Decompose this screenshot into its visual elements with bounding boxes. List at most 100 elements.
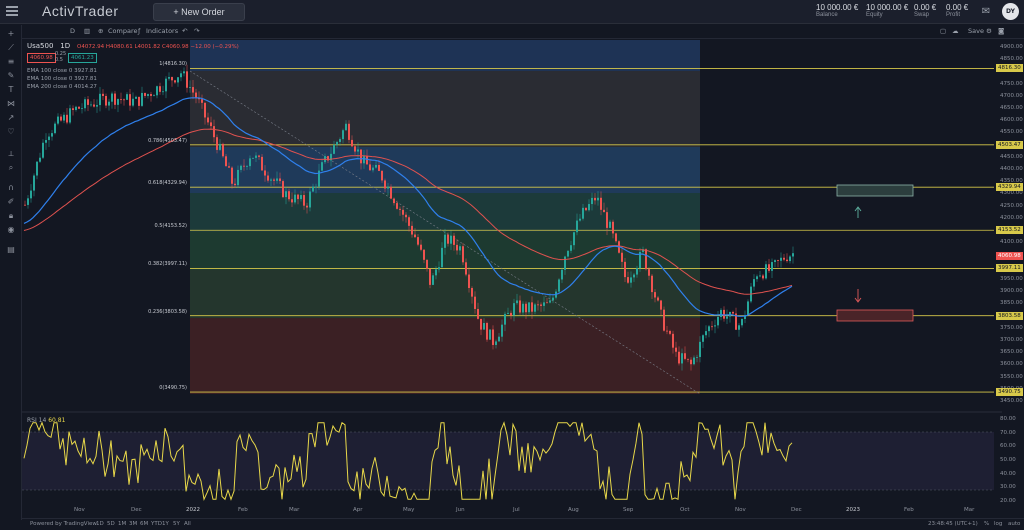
candle-body: [237, 169, 239, 186]
sell-price-button[interactable]: 4060.98: [27, 53, 56, 63]
candle-body: [639, 251, 641, 269]
candle-body: [558, 279, 560, 292]
candle-body: [93, 104, 95, 107]
candle-body: [96, 105, 98, 107]
percent-scale[interactable]: %: [984, 521, 990, 527]
equity-stat: 10 000.00 € Equity: [866, 3, 909, 18]
target-box-down[interactable]: [836, 309, 914, 322]
heart-icon[interactable]: ♡: [7, 127, 15, 136]
candle-body: [396, 203, 398, 209]
trendline-icon[interactable]: ⟋: [8, 43, 14, 52]
timeframe-button[interactable]: 5Y: [173, 521, 180, 527]
trash-icon[interactable]: ▤: [7, 245, 15, 254]
candle-body: [672, 333, 674, 348]
candle-body: [687, 358, 689, 360]
brush-icon[interactable]: ✎: [7, 71, 15, 80]
timeframe-button[interactable]: 6M: [140, 521, 149, 527]
rsi-label: RSI 14: [27, 417, 47, 424]
time-axis-label: 2023: [846, 507, 860, 513]
target-box-up[interactable]: [836, 184, 914, 197]
fib-price-tag: 4153.52: [996, 226, 1023, 235]
compare-button[interactable]: Compare: [108, 27, 138, 35]
price-axis-label: 4600.00: [1000, 117, 1023, 124]
notification-icon[interactable]: ✉: [981, 6, 991, 17]
interval-selector[interactable]: D: [70, 27, 76, 35]
candle-body: [72, 108, 74, 110]
candle-body: [33, 175, 35, 191]
candle-body: [45, 140, 47, 143]
ruler-icon[interactable]: ⟂: [8, 149, 14, 158]
candle-body: [120, 99, 122, 100]
stay-draw-icon[interactable]: ✐: [7, 197, 15, 206]
candle-body: [78, 106, 80, 109]
rsi-band: [22, 432, 994, 490]
candle-body: [345, 123, 347, 131]
buy-price-button[interactable]: 4061.23: [68, 53, 97, 63]
candle-body: [708, 326, 710, 332]
timeframe-button[interactable]: 3M: [129, 521, 138, 527]
candle-body: [402, 209, 404, 215]
candle-body: [519, 300, 521, 313]
powered-by[interactable]: Powered by TradingView: [30, 521, 97, 527]
time-axis-label: 2022: [186, 507, 200, 513]
log-scale[interactable]: log: [994, 521, 1003, 527]
candle-body: [738, 325, 740, 330]
user-avatar[interactable]: DY: [1002, 3, 1019, 20]
spread-top: 0.25: [55, 51, 67, 57]
candle-body: [420, 244, 422, 250]
fullscreen-icon[interactable]: ▢: [940, 27, 947, 35]
candle-body: [63, 114, 65, 121]
text-tool-icon[interactable]: T: [8, 85, 14, 94]
clock: 23:48:45 (UTC+1): [928, 521, 978, 527]
timeframe-button[interactable]: All: [184, 521, 191, 527]
candle-body: [528, 302, 530, 313]
indicators-icon[interactable]: ƒ: [138, 27, 141, 35]
auto-scale[interactable]: auto: [1008, 521, 1021, 527]
hamburger-menu-icon[interactable]: [6, 6, 18, 18]
camera-icon[interactable]: ◙: [998, 27, 1005, 35]
candle-body: [750, 286, 752, 302]
price-axis-label: 3750.00: [1000, 324, 1023, 331]
save-button[interactable]: Save: [968, 27, 984, 35]
candle-body: [636, 268, 638, 275]
candle-body: [201, 99, 203, 103]
settings-icon[interactable]: ⚙: [986, 27, 992, 35]
candle-body: [486, 323, 488, 340]
timeframe-button[interactable]: 1D: [96, 521, 104, 527]
lock-icon[interactable]: 🔒︎: [8, 211, 14, 220]
candle-body: [270, 179, 272, 181]
timeframe-button[interactable]: 1Y: [162, 521, 169, 527]
candle-body: [258, 155, 260, 157]
candle-body: [300, 195, 302, 200]
candle-body: [399, 208, 401, 210]
drawing-toolbar: + ⟋ ≡ ✎ T ⋈ ↗ ♡ ⟂ ⌕ ∩ ✐ 🔒︎ ◉ ▤: [0, 25, 22, 520]
compare-icon[interactable]: ⊕: [98, 27, 104, 35]
cloud-icon[interactable]: ☁: [952, 27, 959, 35]
crosshair-icon[interactable]: +: [7, 29, 15, 38]
candle-body: [423, 249, 425, 260]
eye-icon[interactable]: ◉: [7, 225, 15, 234]
symbol-name[interactable]: Usa500: [27, 42, 54, 50]
redo-icon[interactable]: ↷: [194, 27, 200, 35]
magnet-icon[interactable]: ∩: [8, 183, 14, 192]
pattern-icon[interactable]: ⋈: [7, 99, 15, 108]
zoom-icon[interactable]: ⌕: [8, 163, 14, 172]
fib-tool-icon[interactable]: ≡: [7, 57, 15, 66]
undo-icon[interactable]: ↶: [182, 27, 188, 35]
ema-legend-item[interactable]: EMA 100 close 0 3927.81: [27, 76, 97, 82]
new-order-button[interactable]: + New Order: [153, 3, 245, 21]
candle-body: [477, 308, 479, 319]
candle-body: [777, 260, 779, 261]
candle-type-icon[interactable]: ▥: [84, 27, 91, 35]
candle-body: [606, 212, 608, 228]
prediction-icon[interactable]: ↗: [7, 113, 15, 122]
timeframe-button[interactable]: 5D: [107, 521, 115, 527]
timeframe-button[interactable]: YTD: [151, 521, 162, 527]
fib-zone-top: [190, 40, 700, 71]
candle-body: [375, 164, 377, 168]
ema-legend-item[interactable]: EMA 200 close 0 4014.27: [27, 84, 97, 90]
indicators-button[interactable]: Indicators: [146, 27, 179, 35]
timeframe-button[interactable]: 1M: [118, 521, 127, 527]
ema-legend-item[interactable]: EMA 100 close 0 3927.81: [27, 68, 97, 74]
symbol-interval: 1D: [60, 42, 71, 50]
